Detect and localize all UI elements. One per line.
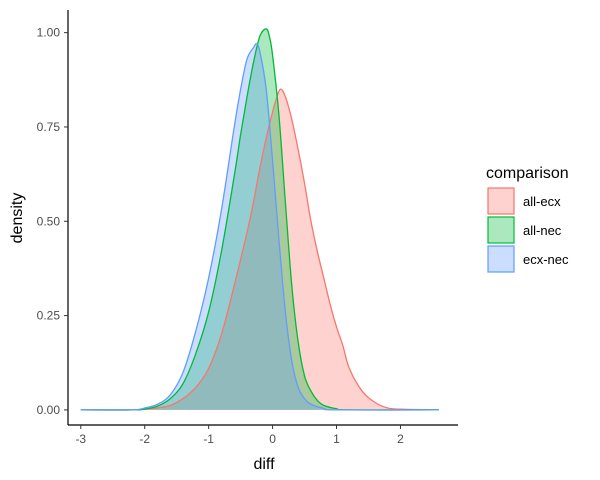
x-tick-label: -1: [203, 432, 214, 446]
legend-label-ecx-nec: ecx-nec: [523, 252, 569, 267]
density-area-all-ecx: [80, 89, 439, 410]
y-tick-label: 0.75: [37, 120, 61, 134]
density-line-all-ecx: [80, 88, 439, 411]
y-tick-label: 0.25: [37, 309, 61, 323]
x-tick-label: -3: [75, 432, 86, 446]
y-axis-ticks: 0.00 0.25 0.50 0.75 1.00: [37, 26, 68, 417]
legend-swatch-all-ecx: [487, 187, 515, 215]
density-lines: [80, 28, 439, 411]
legend-items: all-ecx all-nec ecx-nec: [487, 187, 569, 273]
density-line-all-nec: [80, 28, 439, 411]
x-tick-label: -2: [139, 432, 150, 446]
legend-swatch-ecx-nec: [487, 245, 515, 273]
density-area-all-nec: [80, 28, 439, 410]
y-tick-label: 1.00: [37, 26, 61, 40]
density-area-ecx-nec: [80, 43, 439, 411]
x-tick-label: 1: [333, 432, 340, 446]
legend-label-all-nec: all-nec: [523, 223, 562, 238]
x-axis-ticks: -3 -2 -1 0 1 2: [75, 425, 404, 446]
density-areas: [80, 28, 439, 411]
legend-title: comparison: [486, 165, 569, 182]
y-tick-label: 0.50: [37, 214, 61, 228]
legend: comparison all-ecx all-nec ecx-nec: [486, 165, 569, 273]
y-tick-label: 0.00: [37, 403, 61, 417]
x-tick-label: 0: [269, 432, 276, 446]
legend-swatch-all-nec: [487, 216, 515, 244]
legend-label-all-ecx: all-ecx: [523, 194, 561, 209]
x-tick-label: 2: [397, 432, 404, 446]
density-line-ecx-nec: [80, 43, 439, 411]
x-axis-title: diff: [253, 456, 275, 473]
y-axis-title: density: [9, 193, 26, 244]
